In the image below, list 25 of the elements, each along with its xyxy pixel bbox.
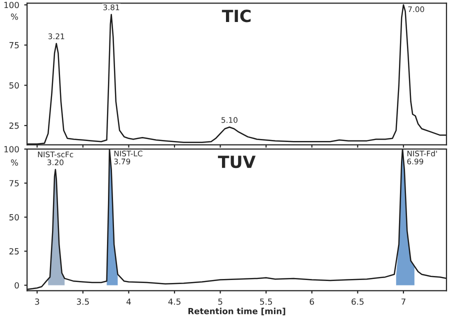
y-tick-label: 75 (10, 180, 19, 186)
y-tick-label: 0 (14, 282, 19, 289)
y-tick-label: 50 (9, 214, 19, 220)
x-tick-label: 4.5 (168, 298, 180, 305)
y-tick-label: 100 (4, 2, 19, 8)
x-tick-label: 3 (35, 298, 40, 305)
x-tick-label: 4 (126, 298, 131, 305)
x-tick-label: 5.5 (260, 298, 272, 305)
line-series (27, 149, 446, 290)
y-tick-label: 100 (4, 146, 19, 152)
y-axis-title: % (10, 14, 18, 20)
chart-title: TUV (218, 156, 256, 168)
x-tick-label: 5 (218, 298, 222, 305)
x-tick-label: 3.5 (76, 298, 89, 305)
y-tick-label: 75 (10, 42, 19, 48)
x-tick-label: 6.5 (352, 298, 364, 305)
y-tick-label: 25 (9, 122, 19, 129)
y-tick-label: 25 (9, 248, 19, 254)
line-series (27, 4, 446, 145)
y-tick-label: 50 (9, 82, 19, 89)
x-tick-label: 7 (401, 298, 406, 305)
y-axis-title: % (10, 159, 18, 166)
x-tick-label: 6 (310, 298, 314, 305)
x-axis-title: Retention time [min] (188, 308, 286, 316)
chart-title: TIC (222, 10, 251, 22)
